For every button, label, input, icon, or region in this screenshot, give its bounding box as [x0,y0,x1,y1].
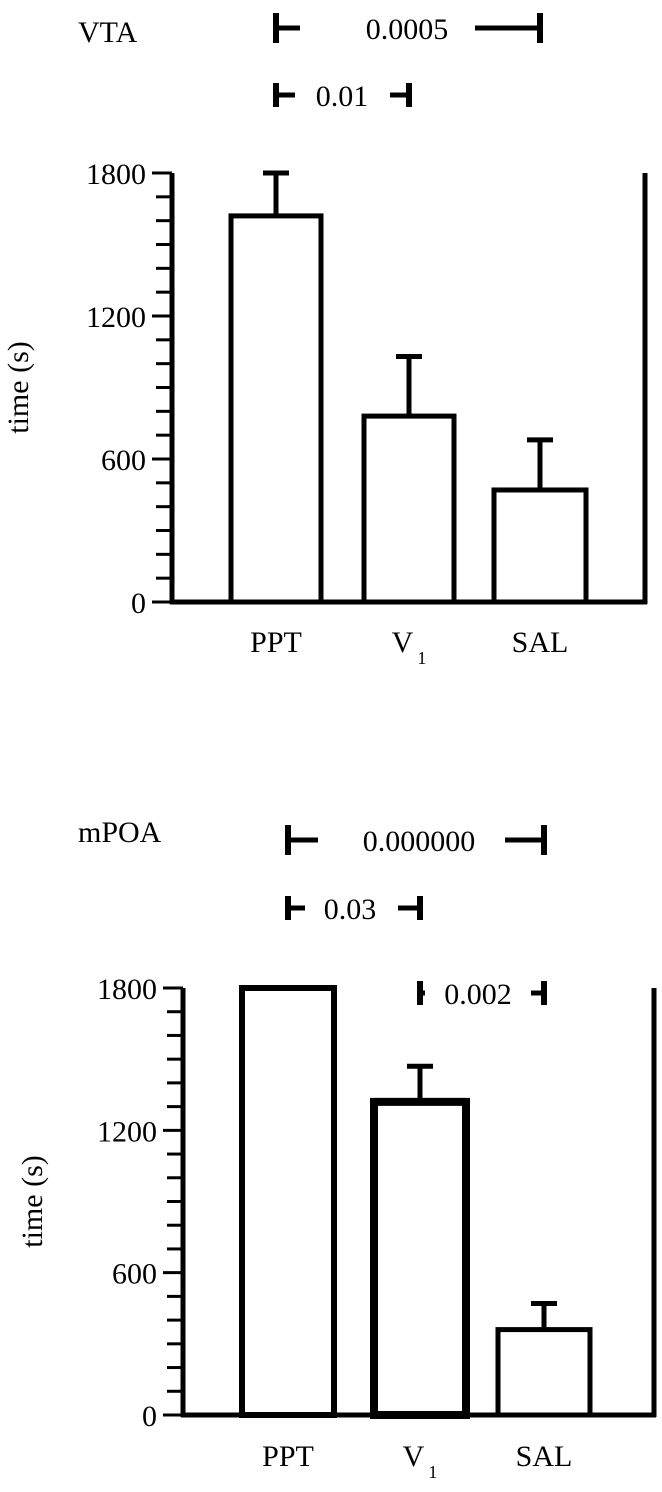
y-tick-label: 1800 [97,973,157,1006]
y-tick-label: 1200 [86,301,146,334]
y-tick-label: 1800 [86,158,146,191]
x-category-label: PPT [250,626,302,659]
mpoa-panel: mPOA 0 600 1200 1800 time (s) PPT V 1 SAL 0.000000… [16,816,657,1482]
y-tick-label: 600 [101,444,146,477]
significance-label: 0.03 [324,893,377,926]
x-category-subscript: 1 [417,648,426,668]
bar [491,487,589,605]
significance-label: 0.0005 [366,13,449,46]
x-category-label: SAL [512,626,569,659]
significance-label: 0.002 [444,978,512,1011]
bar [361,413,457,605]
y-tick-label: 0 [142,1400,157,1433]
x-category-subscript: 1 [428,1462,437,1482]
x-category-label: PPT [262,1440,314,1473]
y-axis-label: time (s) [16,1155,49,1247]
significance-label: 0.01 [316,80,369,113]
bar [370,1097,470,1420]
vta-panel: VTA 0 600 1200 1800 time (s) PPT V 1 SAL 0.0005 0.0… [2,13,648,668]
significance-label: 0.000000 [363,825,476,858]
x-category-label: SAL [516,1440,573,1473]
chart-title: VTA [78,16,138,49]
bar [239,985,337,1418]
y-axis-label: time (s) [2,341,35,433]
y-tick-label: 1200 [97,1115,157,1148]
y-tick-label: 0 [131,587,146,620]
y-tick-label: 600 [112,1258,157,1291]
bar [228,213,324,605]
chart-title: mPOA [78,816,162,849]
bar [495,1327,593,1418]
